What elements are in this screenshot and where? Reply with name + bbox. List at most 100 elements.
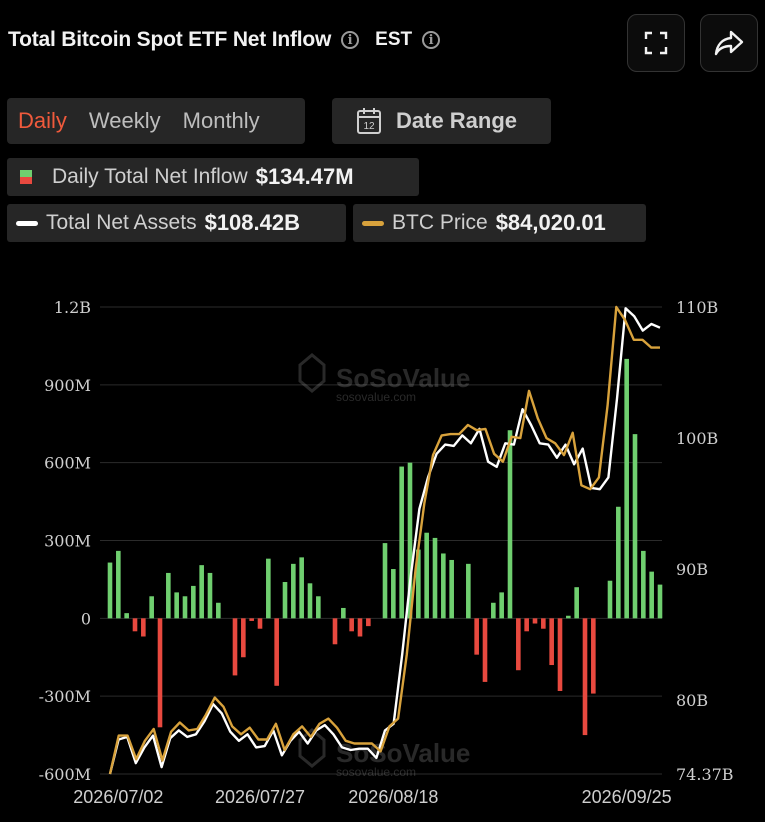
y-left-tick-label: 900M	[44, 376, 91, 395]
y-right-tick-label: 80B	[676, 691, 708, 710]
y-left-tick-label: -300M	[39, 687, 91, 706]
legend-net-assets-value: $108.42B	[204, 210, 300, 235]
y-left-tick-label: 600M	[44, 454, 91, 473]
share-icon	[714, 30, 744, 56]
date-range-button[interactable]: 12 Date Range	[332, 98, 551, 144]
header: Total Bitcoin Spot ETF Net Inflow i EST …	[8, 28, 441, 52]
inflow-bar	[199, 565, 204, 619]
inflow-bar	[616, 506, 621, 619]
inflow-bar	[332, 618, 338, 645]
info-icon[interactable]: i	[341, 31, 360, 49]
legend-daily-inflow-value: $134.47M	[255, 164, 354, 189]
net-assets-line	[108, 307, 661, 775]
tab-weekly[interactable]: Weekly	[88, 108, 161, 133]
inflow-bar	[582, 618, 588, 736]
inflow-bar	[174, 592, 179, 619]
inflow-bar	[507, 430, 513, 619]
page-title: Total Bitcoin Spot ETF Net Inflow	[8, 28, 332, 51]
inflow-bar	[441, 553, 446, 619]
inflow-bar	[449, 559, 454, 619]
inflow-bar	[266, 558, 271, 619]
timezone-label[interactable]: EST	[375, 29, 413, 50]
inflow-bar	[624, 358, 629, 619]
legend-daily-inflow[interactable]: Daily Total Net Inflow $134.47M	[7, 158, 419, 196]
inflow-bar	[532, 618, 538, 624]
inflow-bar	[482, 618, 488, 682]
inflow-bar	[566, 615, 571, 619]
inflow-bar	[557, 618, 563, 691]
y-left-tick-label: -600M	[39, 765, 91, 784]
fullscreen-button[interactable]	[627, 14, 685, 72]
legend-btc-price-label: BTC Price	[392, 211, 488, 234]
inflow-bar	[416, 549, 421, 619]
chart-lines	[108, 305, 661, 775]
inflow-bar	[516, 618, 521, 671]
white-line-swatch-icon	[16, 220, 38, 226]
x-tick-label: 2026/08/18	[348, 787, 438, 807]
inflow-bar	[549, 618, 554, 666]
inflow-bar	[282, 582, 288, 619]
watermarks: SoSoValuesosovalue.comSoSoValuesosovalue…	[298, 353, 470, 779]
watermark-url: sosovalue.com	[336, 765, 416, 779]
inflow-bar	[357, 618, 363, 637]
inflow-bar	[649, 571, 654, 619]
x-tick-label: 2026/09/25	[582, 787, 672, 807]
inflow-bar	[632, 434, 638, 619]
watermark-logo-icon	[298, 728, 326, 768]
gold-line-swatch-icon	[362, 220, 384, 226]
inflow-bar	[382, 543, 388, 619]
inflow-bar	[424, 532, 429, 619]
inflow-bar	[116, 550, 121, 619]
legend-daily-inflow-label: Daily Total Net Inflow	[52, 165, 248, 188]
y-right-tick-label: 100B	[676, 429, 718, 448]
inflow-bar	[207, 572, 213, 619]
inflow-bar	[657, 584, 663, 619]
bar-swatch-icon	[20, 170, 32, 184]
inflow-bar	[524, 618, 529, 632]
inflow-bar	[466, 563, 471, 619]
inflow-bar	[124, 613, 129, 619]
inflow-bar	[349, 618, 354, 632]
calendar-icon: 12	[357, 108, 381, 134]
inflow-bar	[232, 618, 238, 676]
y-right-tick-label: 74.37B	[676, 765, 734, 784]
legend-btc-price-value: $84,020.01	[495, 210, 606, 235]
inflow-bar	[249, 618, 254, 621]
inflow-bar	[141, 618, 146, 637]
legend-net-assets[interactable]: Total Net Assets $108.42B	[7, 204, 346, 242]
inflow-bar	[541, 618, 546, 629]
inflow-bar	[341, 607, 346, 619]
x-tick-label: 2026/07/27	[215, 787, 305, 807]
timezone-info-icon[interactable]: i	[422, 31, 441, 49]
calendar-icon-day: 12	[363, 121, 375, 132]
inflow-bar	[474, 618, 479, 655]
inflow-bar	[641, 550, 646, 619]
legend-btc-price[interactable]: BTC Price $84,020.01	[353, 204, 646, 242]
inflow-bar	[291, 563, 296, 619]
inflow-bar	[132, 618, 138, 632]
inflow-bar	[391, 569, 396, 619]
inflow-bar	[307, 583, 313, 619]
date-range-label: Date Range	[396, 108, 518, 133]
tab-daily[interactable]: Daily	[18, 108, 67, 133]
inflow-bar	[432, 537, 438, 619]
inflow-bar	[191, 585, 196, 619]
inflow-bar	[491, 602, 496, 619]
inflow-bar	[366, 618, 371, 627]
tab-monthly[interactable]: Monthly	[182, 108, 260, 133]
watermark-url: sosovalue.com	[336, 390, 416, 404]
inflow-bar	[399, 466, 404, 619]
watermark-brand: SoSoValue	[336, 363, 470, 393]
inflow-bar	[591, 618, 596, 694]
inflow-bar	[149, 596, 154, 619]
chart-axes: 1.2B 900M 600M 300M 0 -300M -600M 110B 100B 90B 80…	[39, 298, 734, 807]
share-button[interactable]	[700, 14, 758, 72]
y-left-tick-label: 0	[81, 609, 91, 628]
legend-net-assets-label: Total Net Assets	[46, 211, 197, 234]
btc-price-line	[108, 305, 660, 775]
inflow-bar	[499, 592, 504, 619]
watermark-logo-icon	[298, 353, 326, 393]
y-left-tick-label: 300M	[44, 532, 91, 551]
